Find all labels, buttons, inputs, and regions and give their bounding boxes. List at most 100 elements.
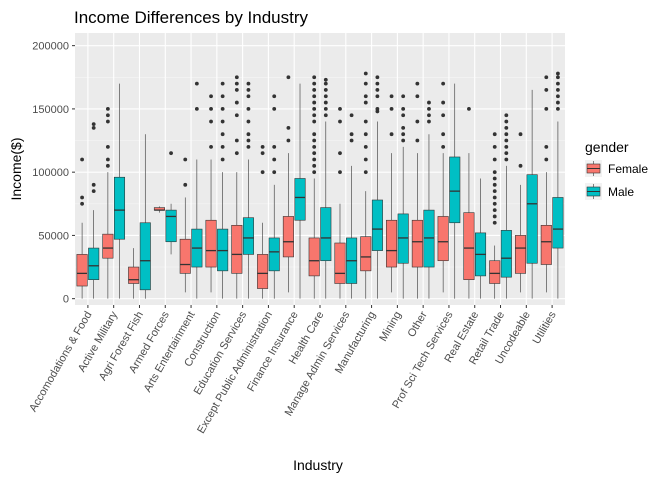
outlier-point bbox=[260, 144, 265, 149]
legend-key-male bbox=[585, 183, 602, 200]
outlier-point bbox=[272, 94, 277, 99]
box-male-4 bbox=[191, 81, 203, 299]
outlier-point bbox=[323, 81, 328, 86]
outlier-point bbox=[220, 107, 225, 111]
outlier-point bbox=[105, 144, 110, 149]
box-female-9 bbox=[308, 75, 320, 299]
outlier-point bbox=[375, 75, 380, 80]
outlier-point bbox=[363, 81, 368, 86]
y-tick-label: 100000 bbox=[32, 167, 69, 179]
legend-key-female bbox=[585, 160, 602, 177]
outlier-point bbox=[234, 151, 239, 156]
box bbox=[205, 219, 217, 268]
outlier-point bbox=[504, 125, 509, 130]
outlier-point bbox=[220, 94, 225, 99]
boxes bbox=[76, 71, 564, 299]
outlier-point bbox=[312, 88, 317, 92]
box bbox=[76, 254, 88, 287]
box bbox=[411, 219, 423, 268]
outlier-point bbox=[246, 88, 251, 92]
box-male-18 bbox=[552, 71, 564, 299]
outlier-point bbox=[504, 151, 509, 156]
outlier-point bbox=[220, 157, 225, 162]
outlier-point bbox=[194, 81, 199, 86]
outlier-point bbox=[518, 163, 523, 168]
outlier-point bbox=[492, 214, 497, 219]
outlier-point bbox=[363, 94, 368, 99]
outlier-point bbox=[363, 157, 368, 162]
outlier-point bbox=[504, 157, 509, 162]
box bbox=[500, 230, 512, 278]
outlier-point bbox=[209, 144, 213, 149]
outlier-point bbox=[194, 107, 199, 111]
outlier-point bbox=[375, 88, 380, 92]
outlier-point bbox=[544, 107, 549, 111]
outlier-point bbox=[401, 94, 406, 99]
outlier-point bbox=[375, 107, 380, 111]
box bbox=[449, 156, 461, 224]
box bbox=[540, 224, 552, 265]
outlier-point bbox=[246, 138, 251, 143]
box bbox=[386, 219, 398, 268]
outlier-point bbox=[504, 144, 509, 149]
outlier-point bbox=[492, 132, 497, 137]
outlier-point bbox=[441, 132, 446, 137]
outlier-point bbox=[323, 107, 328, 111]
legend-title: gender bbox=[585, 139, 629, 155]
chart-title: Income Differences by Industry bbox=[74, 8, 309, 27]
y-axis-title: Income($) bbox=[8, 137, 24, 200]
outlier-point bbox=[234, 75, 239, 80]
box-male-15 bbox=[475, 178, 487, 299]
outlier-point bbox=[234, 113, 239, 118]
outlier-point bbox=[260, 170, 265, 175]
box-male-14 bbox=[449, 83, 461, 299]
y-tick-label: 0 bbox=[63, 294, 69, 306]
outlier-point bbox=[312, 119, 317, 124]
outlier-point bbox=[220, 132, 225, 137]
outlier-point bbox=[338, 119, 342, 124]
outlier-point bbox=[363, 119, 368, 124]
box-female-7 bbox=[257, 144, 269, 299]
outlier-point bbox=[363, 144, 368, 149]
box-female-1 bbox=[102, 107, 114, 299]
outlier-point bbox=[363, 170, 368, 175]
legend-label-female: Female bbox=[608, 162, 648, 176]
outlier-point bbox=[91, 122, 96, 126]
box bbox=[242, 217, 254, 255]
box bbox=[371, 199, 383, 251]
box-female-8 bbox=[282, 75, 294, 293]
box-male-5 bbox=[217, 81, 229, 299]
outlier-point bbox=[312, 100, 317, 105]
outlier-point bbox=[312, 144, 317, 149]
outlier-point bbox=[492, 195, 497, 200]
outlier-point bbox=[492, 220, 497, 225]
outlier-point bbox=[504, 113, 509, 118]
box-female-15 bbox=[463, 107, 475, 299]
outlier-point bbox=[209, 107, 213, 111]
box-female-13 bbox=[411, 81, 423, 299]
box-female-12 bbox=[386, 94, 398, 293]
outlier-point bbox=[272, 107, 277, 111]
y-tick-label: 150000 bbox=[32, 104, 69, 116]
outlier-point bbox=[504, 119, 509, 124]
outlier-point bbox=[312, 138, 317, 143]
outlier-point bbox=[338, 151, 342, 156]
outlier-point bbox=[105, 157, 110, 162]
outlier-point bbox=[544, 144, 549, 149]
outlier-point bbox=[556, 94, 560, 99]
box bbox=[165, 209, 177, 243]
outlier-point bbox=[312, 81, 317, 86]
outlier-point bbox=[389, 107, 394, 111]
outlier-point bbox=[556, 100, 560, 105]
outlier-point bbox=[234, 88, 239, 92]
outlier-point bbox=[338, 170, 342, 175]
box bbox=[308, 237, 320, 277]
outlier-point bbox=[349, 113, 354, 118]
outlier-point bbox=[389, 132, 394, 137]
outlier-point bbox=[492, 201, 497, 206]
outlier-point bbox=[415, 138, 420, 143]
box bbox=[360, 236, 372, 272]
outlier-point bbox=[209, 119, 213, 124]
box-male-7 bbox=[268, 94, 280, 299]
